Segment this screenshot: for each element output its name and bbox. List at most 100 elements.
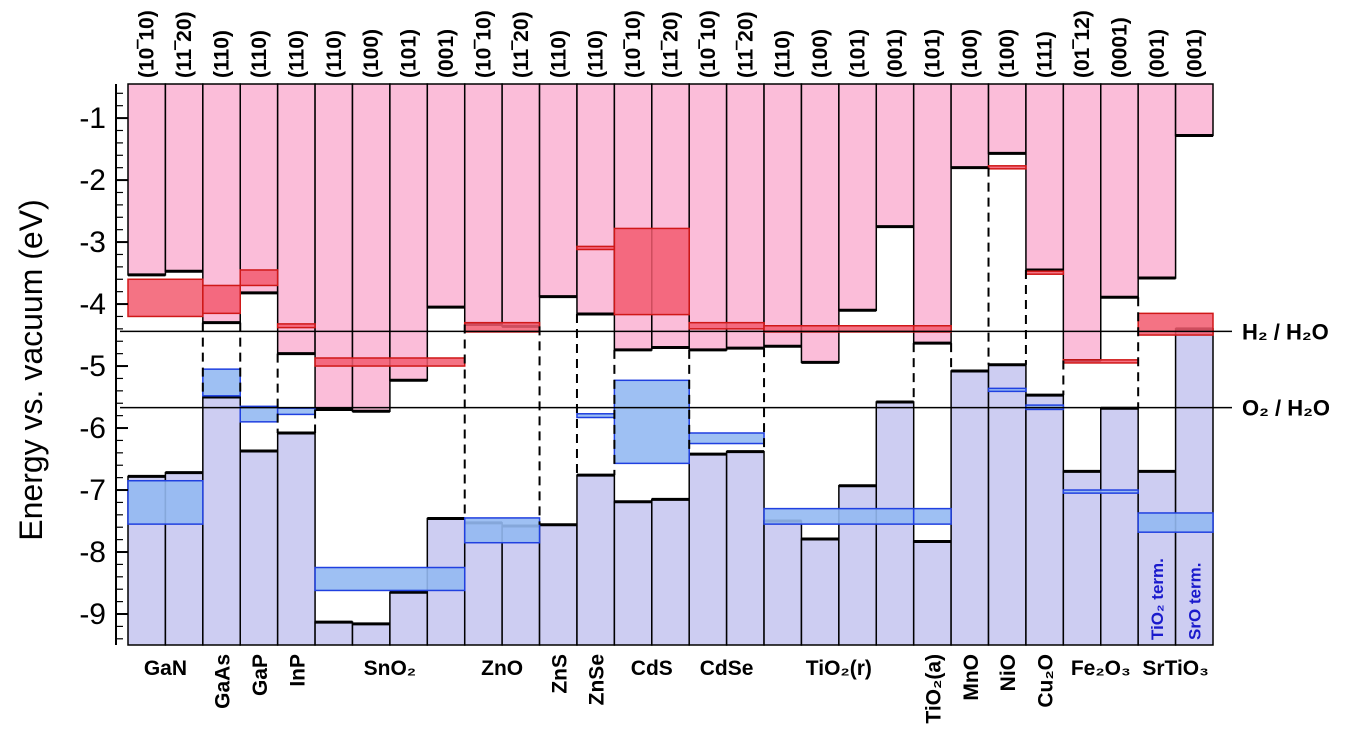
y-tick-label: -3	[79, 226, 106, 259]
material-label-SrTiO3: SrTiO₃	[1142, 657, 1209, 680]
facet-label-20: (001)	[884, 29, 907, 78]
y-tick-label: -9	[79, 598, 106, 631]
material-label-ZnO: ZnO	[481, 657, 523, 680]
conduction-bar-22	[950, 83, 990, 169]
facet-label-12: (110)	[585, 30, 608, 78]
conduction-bar-28	[1174, 83, 1214, 137]
y-tick-label: -8	[79, 536, 106, 569]
material-label-TiO2(r): TiO₂(r)	[806, 657, 872, 680]
valence-bar-22	[950, 370, 990, 646]
conduction-bar-9	[463, 83, 503, 326]
facet-label-25: (01‾12)	[1071, 10, 1094, 78]
labels-layer: (10‾10) (11‾20) (110) (110) (110) (110) (100) (…	[136, 10, 1209, 723]
y-tick-label: -4	[79, 288, 106, 321]
exp-cbm-band-CdSe	[688, 321, 765, 330]
exp-cbm-band-GaP	[239, 269, 279, 287]
valence-bar-15	[688, 453, 728, 646]
conduction-bar-10	[501, 83, 541, 328]
facet-label-0: (10‾10)	[136, 10, 159, 78]
valence-bar-24	[1025, 394, 1065, 646]
facet-label-19: (101)	[847, 29, 870, 78]
exp-cbm-band-CdS	[613, 227, 690, 316]
material-label-CdSe: CdSe	[700, 657, 754, 680]
conduction-bar-0	[127, 83, 167, 276]
valence-bar-2	[202, 396, 241, 646]
material-label-GaN: GaN	[144, 657, 187, 680]
facet-label-11: (110)	[547, 30, 570, 78]
exp-vbm-band-InP	[276, 407, 316, 416]
facet-label-26: (0001)	[1108, 17, 1131, 78]
y-tick-label: -5	[79, 350, 106, 383]
reference-lines-layer: H₂ / H₂O O₂ / H₂O	[120, 319, 1330, 421]
exp-cbm-band-Fe2O3	[1062, 359, 1139, 364]
exp-cbm-band-GaAs	[202, 284, 241, 315]
exp-cbm-band-SnO2	[314, 357, 466, 367]
material-label-ZnS: ZnS	[548, 654, 571, 694]
facet-label-24: (111)	[1034, 31, 1057, 78]
conduction-bar-17	[763, 83, 803, 347]
material-dividers-layer	[201, 167, 1140, 525]
valence-bar-10	[501, 525, 541, 646]
material-label-Fe2O3: Fe₂O₃	[1071, 657, 1131, 680]
facet-label-21: (101)	[921, 29, 944, 78]
exp-vbm-band-GaN	[127, 479, 204, 525]
valence-bar-5	[314, 621, 354, 646]
ref-label-O2-H2O: O₂ / H₂O	[1242, 396, 1330, 421]
conduction-bar-8	[426, 83, 466, 308]
exp-vbm-band-SrTiO3	[1137, 512, 1214, 533]
experimental-bands-layer	[127, 165, 1214, 592]
valence-bar-13	[613, 501, 653, 646]
valence-bar-25	[1062, 470, 1102, 646]
exp-vbm-band-ZnO	[463, 517, 541, 544]
exp-vbm-band-TiO2(r)	[763, 507, 915, 525]
conduction-bar-11	[538, 83, 578, 298]
conduction-bar-5	[314, 83, 354, 411]
y-tick-label: -1	[79, 102, 106, 135]
conduction-bar-26	[1100, 83, 1139, 298]
facet-label-5: (110)	[323, 30, 346, 78]
conduction-bar-16	[725, 83, 765, 349]
exp-cbm-band-ZnSe	[576, 245, 616, 251]
facet-label-1: (11‾20)	[173, 11, 196, 78]
facet-label-27: (001)	[1146, 29, 1169, 78]
conduction-bar-7	[389, 83, 429, 382]
facet-label-9: (10‾10)	[472, 10, 495, 78]
facet-label-13: (10‾10)	[622, 10, 645, 78]
facet-label-22: (100)	[959, 29, 982, 78]
conduction-bar-24	[1025, 83, 1065, 271]
conduction-bar-21	[912, 83, 952, 344]
valence-bar-21	[912, 540, 952, 646]
exp-cbm-band-ZnO	[463, 321, 541, 333]
y-axis: -1 -2 -3 -4 -5 -6 -7 -8 -9	[79, 84, 128, 645]
y-tick-label: -6	[79, 412, 106, 445]
facet-label-2: (110)	[211, 30, 234, 78]
valence-bar-6	[351, 623, 391, 646]
material-label-GaAs: GaAs	[212, 654, 235, 709]
exp-vbm-band-NiO	[987, 387, 1027, 393]
conduction-bar-18	[800, 83, 840, 364]
conduction-bar-2	[202, 83, 241, 324]
facet-label-10: (11‾20)	[510, 11, 533, 78]
bars-layer	[127, 83, 1214, 646]
valence-bar-14	[651, 498, 690, 646]
exp-vbm-band-GaAs	[202, 368, 241, 397]
facet-label-23: (100)	[996, 29, 1019, 78]
exp-cbm-band-GaN	[127, 278, 204, 318]
material-label-InP: InP	[286, 654, 309, 687]
facet-label-18: (100)	[809, 29, 832, 78]
exp-vbm-band-Fe2O3	[1062, 489, 1139, 494]
exp-vbm-band-ZnSe	[576, 413, 616, 419]
facet-label-16: (11‾20)	[734, 11, 757, 78]
facet-label-7: (101)	[398, 29, 421, 78]
material-label-NiO: NiO	[997, 654, 1020, 691]
exp-cbm-band-NiO	[987, 165, 1027, 170]
facet-label-14: (11‾20)	[660, 11, 683, 78]
material-label-GaP: GaP	[249, 654, 272, 696]
facet-label-15: (10‾10)	[697, 10, 720, 78]
conduction-bar-20	[875, 83, 915, 228]
material-label-MnO: MnO	[960, 654, 983, 701]
material-label-ZnSe: ZnSe	[586, 654, 609, 705]
conduction-bar-12	[576, 83, 616, 315]
exp-vbm-band-TiO2(a)	[912, 507, 952, 525]
